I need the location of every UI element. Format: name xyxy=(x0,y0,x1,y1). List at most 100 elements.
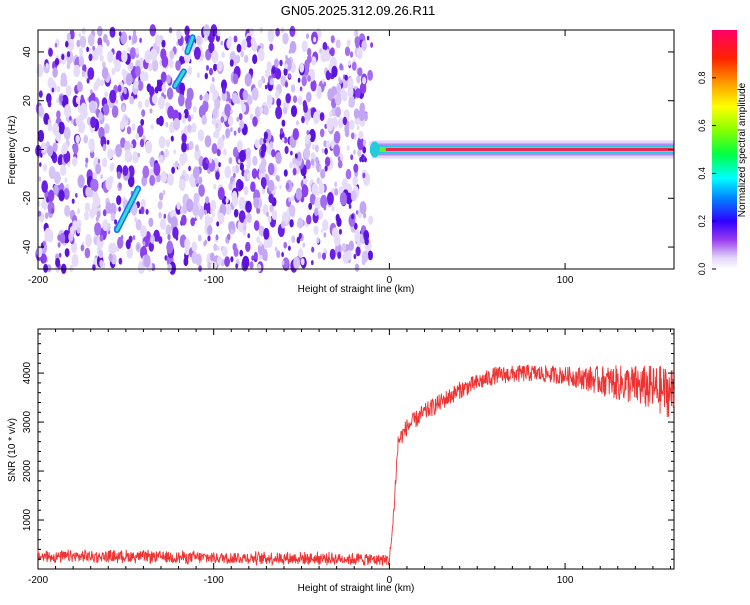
noise-blob xyxy=(227,115,234,126)
noise-blob xyxy=(167,263,172,273)
noise-blob xyxy=(252,54,258,65)
noise-blob xyxy=(275,152,282,164)
noise-blob xyxy=(90,116,97,129)
spectrogram-signal-line xyxy=(369,140,674,159)
noise-blob xyxy=(124,149,132,163)
noise-blob xyxy=(211,50,219,64)
signal-streak-core xyxy=(173,69,186,88)
noise-blob xyxy=(346,145,350,151)
noise-blob xyxy=(358,107,366,122)
noise-blob xyxy=(330,47,335,57)
noise-blob xyxy=(292,95,298,103)
noise-blob xyxy=(230,127,233,133)
noise-blob xyxy=(47,189,55,202)
noise-blob xyxy=(184,246,190,256)
noise-blob xyxy=(320,113,324,119)
noise-blob xyxy=(345,192,353,205)
noise-blob xyxy=(98,249,104,259)
noise-blob xyxy=(166,240,174,254)
noise-blob xyxy=(76,81,83,93)
noise-blob xyxy=(344,46,351,57)
spectrogram-y-ticks: -40 -20 0 20 40 xyxy=(22,46,674,254)
noise-blob xyxy=(230,256,234,263)
noise-blob xyxy=(96,210,101,219)
noise-blob xyxy=(305,159,311,170)
noise-blob xyxy=(225,197,229,204)
noise-blob xyxy=(124,115,128,122)
noise-blob xyxy=(334,92,342,106)
noise-blob xyxy=(334,181,338,188)
noise-blob xyxy=(282,257,290,270)
noise-blob xyxy=(292,128,299,141)
noise-blob xyxy=(347,77,354,88)
noise-blob xyxy=(257,243,265,256)
noise-blob xyxy=(317,210,323,220)
noise-blob xyxy=(213,131,217,138)
noise-blob xyxy=(234,165,240,174)
noise-blob xyxy=(149,175,156,186)
noise-blob xyxy=(297,95,303,105)
noise-blob xyxy=(341,178,348,190)
noise-blob xyxy=(227,233,231,240)
noise-blob xyxy=(98,126,105,140)
noise-blob xyxy=(299,86,303,92)
noise-blob xyxy=(126,126,132,135)
noise-blob xyxy=(350,132,355,140)
noise-blob xyxy=(284,146,289,154)
spectrogram-streaks xyxy=(114,34,196,233)
noise-blob xyxy=(352,176,358,187)
noise-blob xyxy=(282,32,289,45)
noise-blob xyxy=(271,209,278,220)
noise-blob xyxy=(86,78,90,84)
noise-blob xyxy=(164,148,170,158)
noise-blob xyxy=(137,100,143,109)
noise-blob xyxy=(143,254,151,268)
noise-blob xyxy=(229,59,234,67)
noise-blob xyxy=(36,63,44,77)
noise-blob xyxy=(94,222,102,236)
noise-blob xyxy=(61,142,68,155)
noise-blob xyxy=(233,172,236,178)
noise-blob xyxy=(289,205,295,217)
y-tick-label: 40 xyxy=(22,46,33,58)
noise-blob xyxy=(268,193,274,204)
noise-blob xyxy=(258,225,265,237)
noise-blob xyxy=(338,228,342,235)
noise-blob xyxy=(247,233,250,239)
noise-blob xyxy=(350,190,357,202)
noise-blob xyxy=(217,187,225,200)
noise-blob xyxy=(308,128,316,143)
noise-blob xyxy=(66,183,70,190)
noise-blob xyxy=(291,195,295,202)
noise-blob xyxy=(64,177,68,184)
noise-blob xyxy=(69,264,74,273)
noise-blob xyxy=(133,80,139,90)
noise-blob xyxy=(176,201,181,210)
noise-blob xyxy=(337,156,341,161)
noise-blob xyxy=(269,204,274,213)
noise-blob xyxy=(58,155,63,164)
noise-blob xyxy=(356,75,361,84)
noise-blob xyxy=(86,46,89,52)
noise-blob xyxy=(351,61,357,71)
noise-blob xyxy=(196,72,200,79)
noise-blob xyxy=(85,186,91,198)
noise-blob xyxy=(54,43,58,48)
noise-blob xyxy=(337,160,343,169)
noise-blob xyxy=(211,117,216,126)
noise-blob xyxy=(114,219,118,225)
noise-blob xyxy=(243,219,247,225)
noise-blob xyxy=(37,129,45,143)
noise-blob xyxy=(313,225,319,235)
noise-blob xyxy=(195,144,199,152)
y-tick-label: -40 xyxy=(22,239,33,254)
noise-blob xyxy=(353,108,360,119)
noise-blob xyxy=(172,226,179,239)
noise-blob xyxy=(241,103,247,113)
noise-blob xyxy=(354,222,358,230)
noise-blob xyxy=(72,220,78,231)
colorbar-tick-label: 0.0 xyxy=(697,263,707,276)
noise-blob xyxy=(260,177,267,188)
noise-blob xyxy=(187,124,192,133)
noise-blob xyxy=(162,189,166,196)
